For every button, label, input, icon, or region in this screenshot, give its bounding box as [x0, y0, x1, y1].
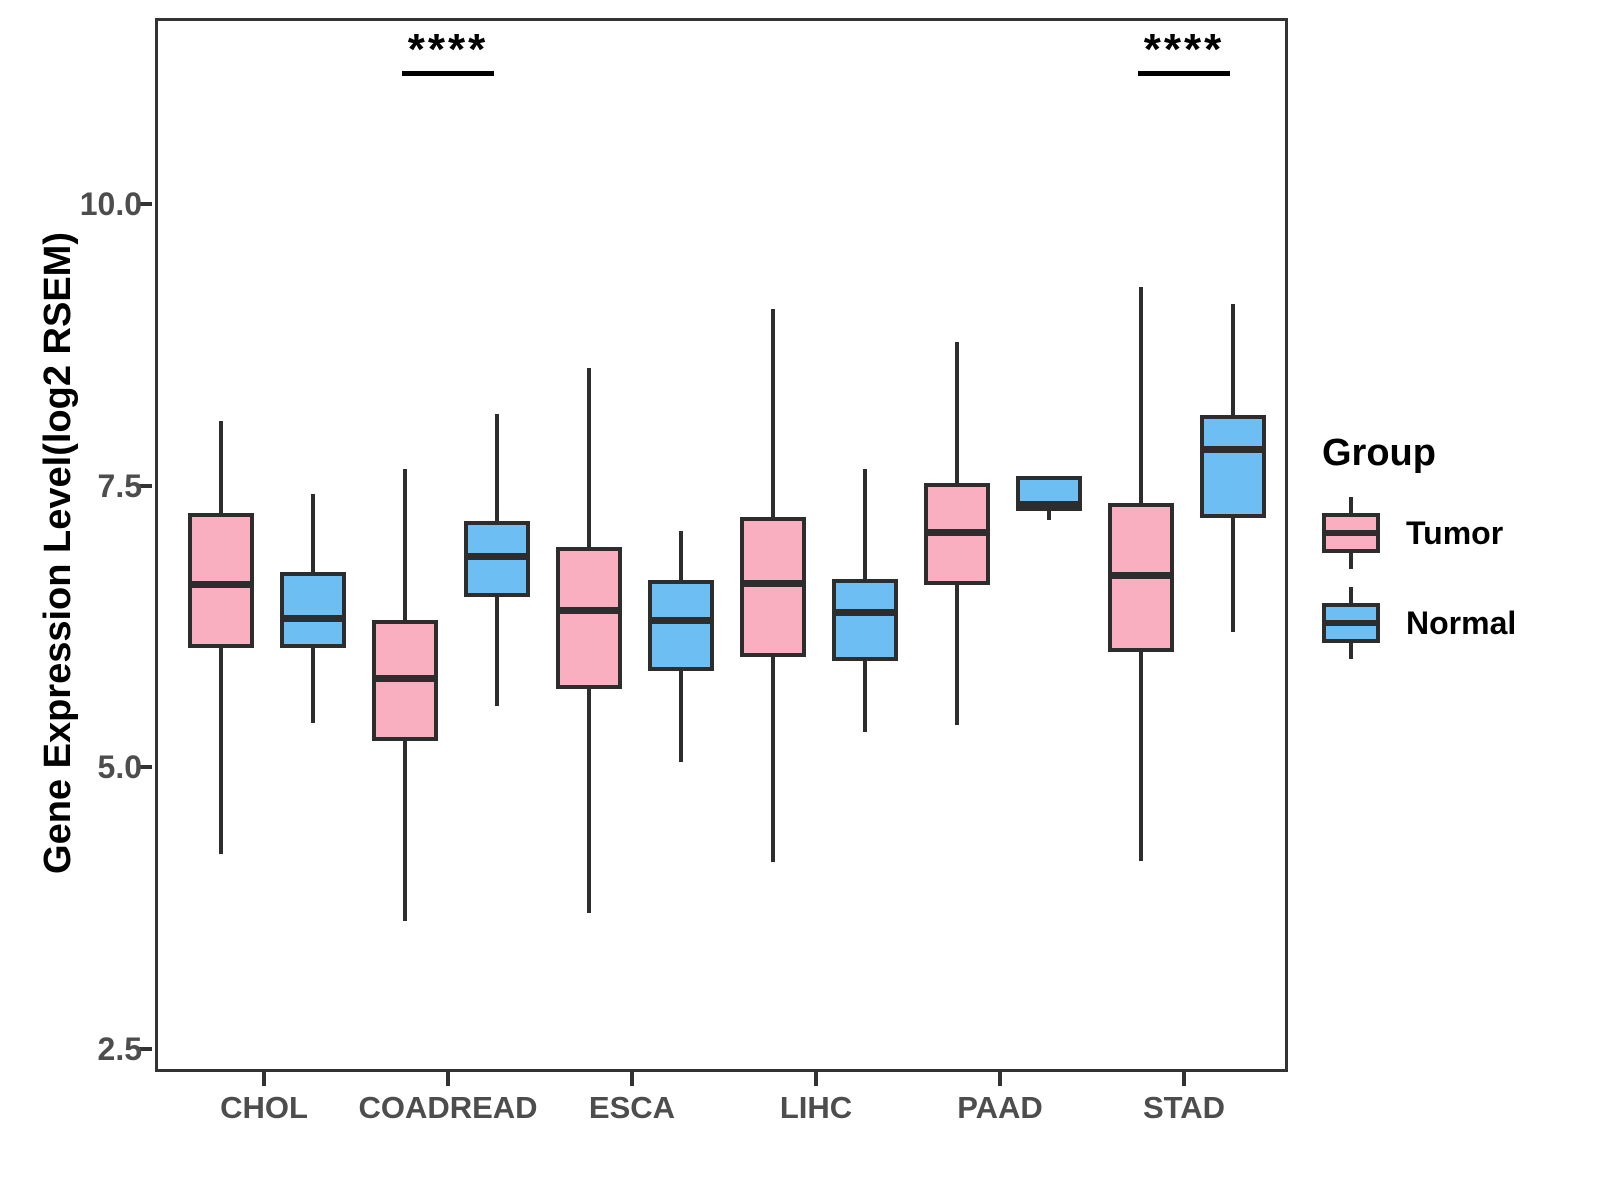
legend-label-normal: Normal — [1406, 604, 1517, 641]
box-rect — [740, 516, 806, 658]
y-axis-tick — [138, 765, 152, 769]
median-line — [188, 580, 254, 588]
median-line — [1108, 571, 1174, 579]
x-axis-tick — [630, 1072, 634, 1086]
x-tick-label-PAAD: PAAD — [957, 1090, 1043, 1125]
x-tick-label-ESCA: ESCA — [588, 1090, 676, 1125]
significance-bar-COADREAD — [402, 71, 494, 76]
median-line — [464, 552, 530, 560]
x-axis-tick — [262, 1072, 266, 1086]
legend: Group Tumor Normal — [1322, 432, 1592, 677]
y-tick-label-5.0: 5.0 — [97, 749, 142, 785]
x-axis-tick — [814, 1072, 818, 1086]
y-axis-title: Gene Expression Level(log2 RSEM) — [37, 232, 79, 874]
y-axis-tick — [138, 202, 152, 206]
x-tick-label-LIHC: LIHC — [779, 1090, 853, 1125]
y-tick-label-10.0: 10.0 — [79, 186, 142, 222]
median-line — [372, 675, 438, 683]
box-rect — [648, 579, 714, 671]
legend-entry-normal: Normal — [1322, 587, 1592, 659]
median-line — [740, 579, 806, 587]
legend-label-tumor: Tumor — [1406, 514, 1504, 551]
median-line — [832, 608, 898, 616]
x-tick-label-STAD: STAD — [1142, 1090, 1226, 1125]
x-tick-label-CHOL: CHOL — [220, 1090, 308, 1125]
tumor-boxplot-swatch-icon — [1322, 497, 1380, 569]
x-axis-tick — [1182, 1072, 1186, 1086]
box-rect — [1200, 415, 1266, 518]
legend-title: Group — [1322, 432, 1436, 474]
x-axis-tick — [998, 1072, 1002, 1086]
x-tick-label-COADREAD: COADREAD — [358, 1090, 538, 1125]
median-line — [1200, 445, 1266, 453]
median-line — [280, 614, 346, 622]
legend-entry-tumor: Tumor — [1322, 497, 1592, 569]
median-line — [556, 606, 622, 614]
plot-panel — [155, 18, 1288, 1072]
box-rect — [556, 547, 622, 689]
x-axis-tick — [446, 1072, 450, 1086]
significance-bar-STAD — [1138, 71, 1230, 76]
y-tick-label-2.5: 2.5 — [97, 1030, 142, 1067]
significance-stars-COADREAD: **** — [407, 25, 489, 74]
median-line — [924, 528, 990, 536]
box-rect — [280, 571, 346, 649]
normal-boxplot-swatch-icon — [1322, 587, 1380, 659]
median-line — [1016, 500, 1082, 508]
y-tick-label-7.5: 7.5 — [97, 467, 142, 504]
median-line — [648, 616, 714, 624]
y-axis-tick — [138, 483, 152, 488]
significance-stars-STAD: **** — [1143, 25, 1225, 74]
y-axis-tick — [138, 1046, 152, 1051]
box-rect — [832, 578, 898, 661]
